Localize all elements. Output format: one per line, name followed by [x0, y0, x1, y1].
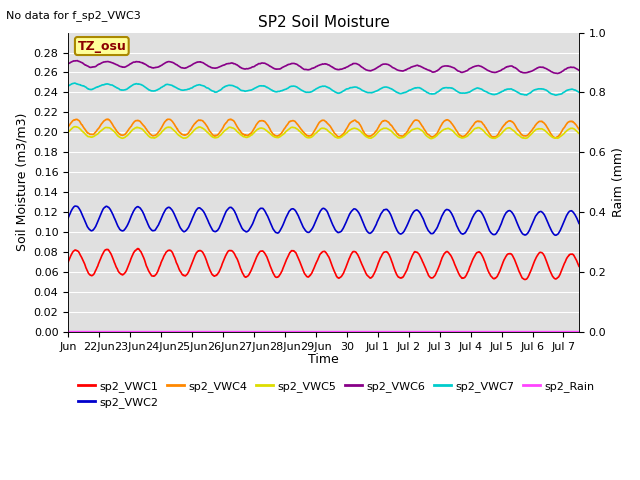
Y-axis label: Soil Moisture (m3/m3): Soil Moisture (m3/m3)	[15, 113, 28, 252]
Title: SP2 Soil Moisture: SP2 Soil Moisture	[258, 15, 390, 30]
Text: No data for f_sp2_VWC3: No data for f_sp2_VWC3	[6, 10, 141, 21]
Legend: sp2_VWC1, sp2_VWC2, sp2_VWC4, sp2_VWC5, sp2_VWC6, sp2_VWC7, sp2_Rain: sp2_VWC1, sp2_VWC2, sp2_VWC4, sp2_VWC5, …	[74, 376, 598, 413]
Y-axis label: Raim (mm): Raim (mm)	[612, 147, 625, 217]
Text: TZ_osu: TZ_osu	[77, 39, 126, 52]
X-axis label: Time: Time	[308, 353, 339, 366]
